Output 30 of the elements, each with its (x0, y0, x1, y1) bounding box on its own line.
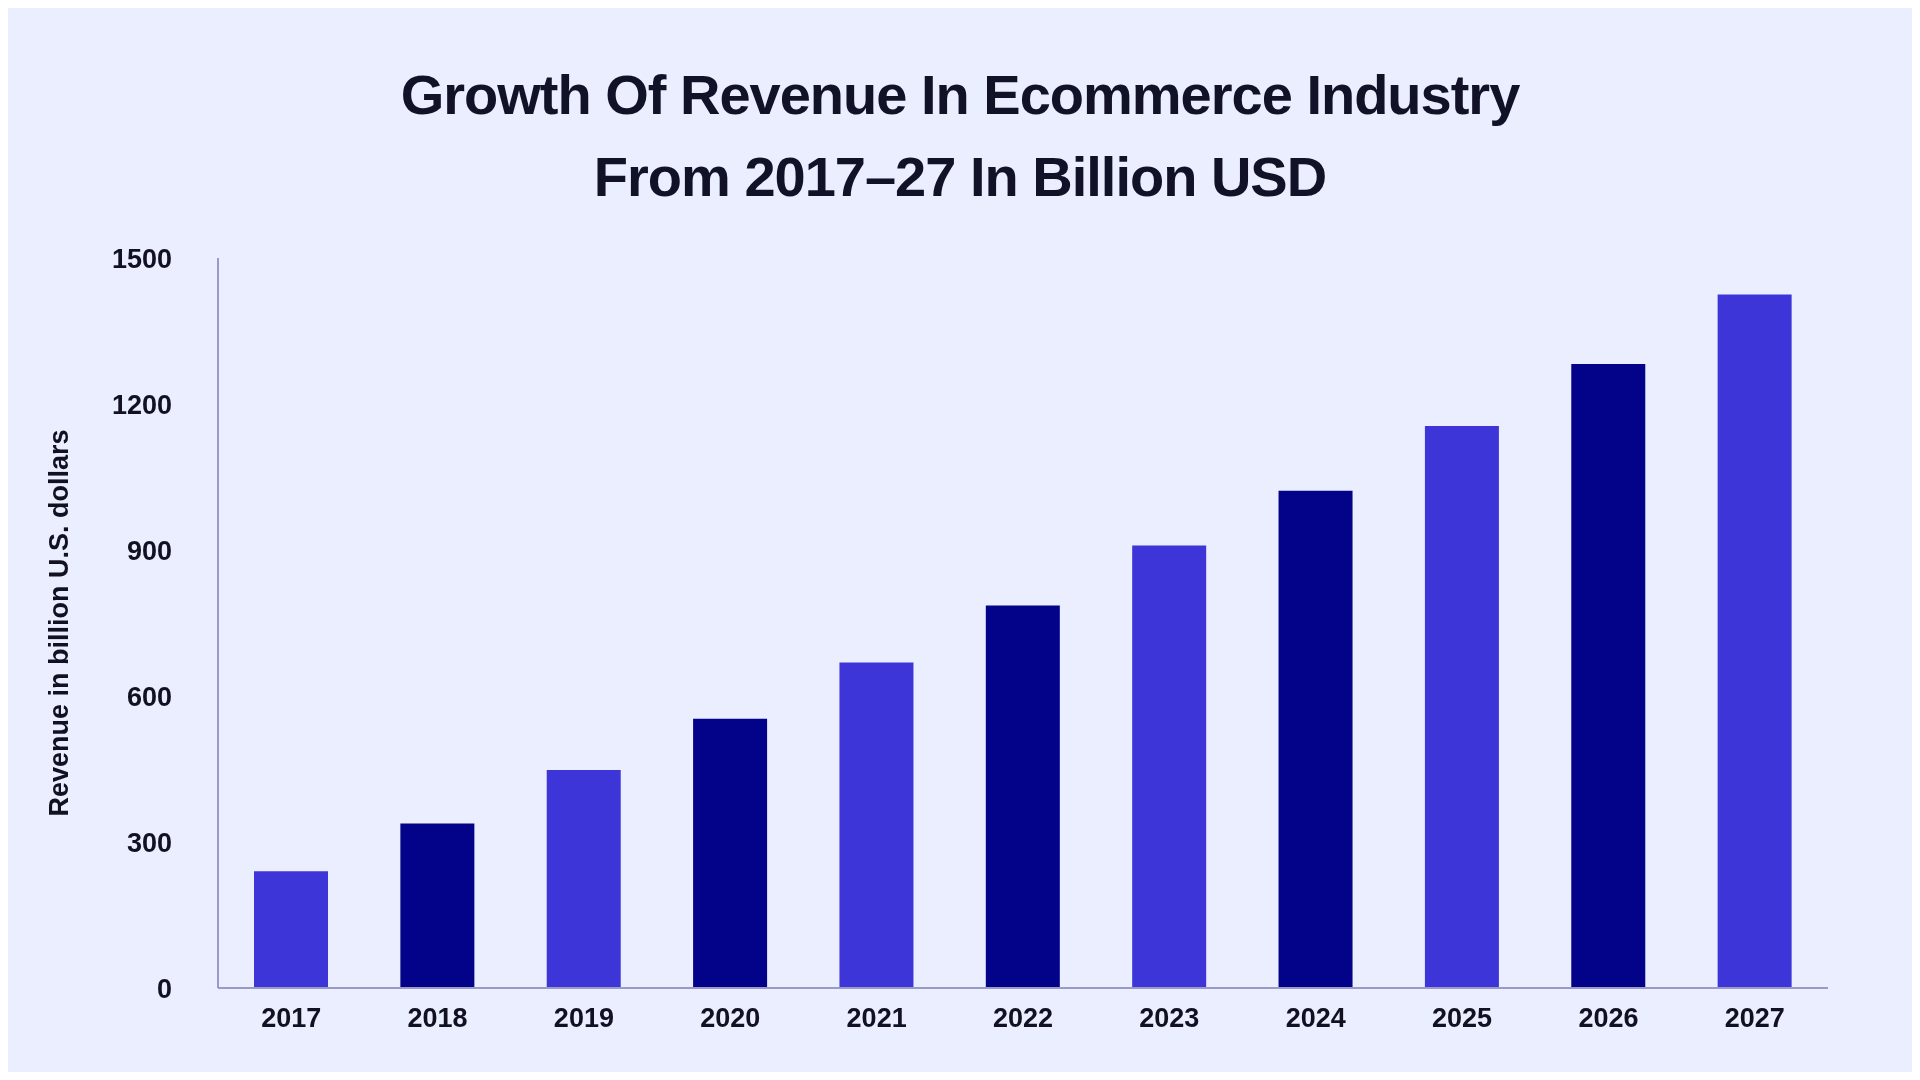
x-tick-label: 2019 (553, 1003, 614, 1034)
chart-title: Growth Of Revenue In Ecommerce Industry From 2017–27 In Billion USD (399, 62, 1521, 210)
y-axis-title: Revenue in billion U.S. dollars (43, 429, 74, 817)
bar (1571, 364, 1646, 988)
bar (400, 823, 475, 988)
x-tick-label: 2018 (407, 1003, 468, 1034)
y-tick-label: 0 (156, 973, 172, 1004)
x-tick-label: 2017 (261, 1003, 322, 1034)
x-tick-label: 2020 (700, 1003, 761, 1034)
y-tick-label: 1500 (111, 243, 172, 274)
y-tick-label: 300 (126, 827, 172, 858)
bar (693, 718, 768, 988)
bar (1132, 545, 1207, 988)
bar (1424, 425, 1499, 988)
x-tick-label: 2024 (1285, 1003, 1346, 1034)
bar (254, 871, 328, 988)
bar (839, 662, 914, 988)
x-tick-label: 2025 (1432, 1003, 1493, 1034)
x-tick-label: 2023 (1139, 1003, 1200, 1034)
y-tick-label: 1200 (111, 389, 172, 420)
bar (546, 769, 621, 988)
bar (1278, 490, 1353, 988)
y-tick-label: 600 (126, 681, 172, 712)
x-tick-label: 2021 (846, 1003, 907, 1034)
bar (1717, 294, 1792, 988)
x-tick-label: 2022 (992, 1003, 1054, 1034)
x-tick-label: 2027 (1724, 1003, 1785, 1034)
bar (985, 605, 1060, 988)
y-tick-label: 900 (126, 535, 172, 566)
x-tick-label: 2026 (1578, 1003, 1639, 1034)
